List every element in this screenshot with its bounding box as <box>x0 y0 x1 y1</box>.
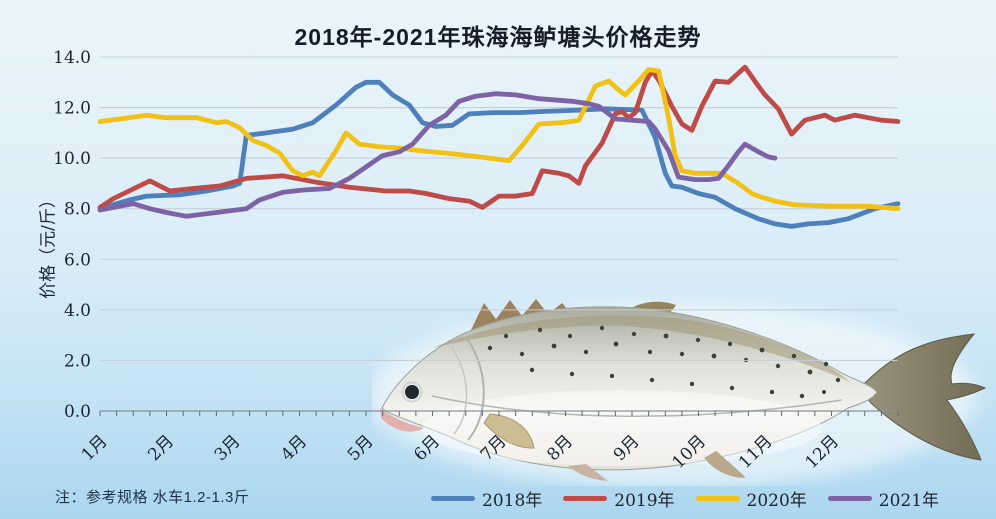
y-tick-label: 8.0 <box>64 200 91 220</box>
legend-item-2021年: 2021年 <box>827 486 940 511</box>
legend-item-2018年: 2018年 <box>431 486 542 511</box>
x-tick-label: 8月 <box>543 431 577 465</box>
series-line-2019年 <box>97 64 901 210</box>
y-tick-label: 14.0 <box>53 48 91 68</box>
x-tick-label: 10月 <box>669 431 710 472</box>
y-tick-label: 4.0 <box>64 301 91 321</box>
y-tick-label: 12.0 <box>53 99 91 119</box>
x-tick-label: 1月 <box>78 431 112 465</box>
y-tick-label: 6.0 <box>64 250 91 270</box>
legend-label: 2019年 <box>614 491 675 511</box>
series-line-2021年 <box>97 91 778 219</box>
spec-note: 注：参考规格 水车1.2-1.3斤 <box>55 489 250 506</box>
y-tick-label: 2.0 <box>64 351 91 371</box>
legend-label: 2021年 <box>878 491 940 511</box>
x-tick-label: 12月 <box>802 431 843 472</box>
x-tick-label: 3月 <box>211 431 245 465</box>
y-tick-label: 10.0 <box>53 149 91 169</box>
legend-swatch <box>563 496 608 501</box>
x-tick-label: 7月 <box>477 431 511 465</box>
x-tick-label: 9月 <box>610 431 644 465</box>
legend-swatch <box>431 496 475 501</box>
legend-item-2020年: 2020年 <box>695 486 807 511</box>
legend-swatch <box>695 496 740 501</box>
x-tick-label: 4月 <box>277 431 311 465</box>
legend-swatch <box>827 496 872 501</box>
x-tick-label: 5月 <box>344 431 378 465</box>
legend-label: 2018年 <box>482 491 543 511</box>
x-tick-label: 11月 <box>735 431 776 472</box>
x-tick-label: 2月 <box>144 431 178 465</box>
x-tick-label: 6月 <box>410 431 444 465</box>
legend-item-2019年: 2019年 <box>563 486 675 511</box>
chart-legend: 2018年 2019年 2020年 2021年 <box>431 486 939 511</box>
series-line-2018年 <box>97 79 901 229</box>
legend-label: 2020年 <box>746 491 807 511</box>
chart-title: 2018年-2021年珠海海鲈塘头价格走势 <box>294 24 702 50</box>
y-axis-title: 价格（元/斤） <box>38 191 59 299</box>
y-tick-label: 0.0 <box>64 402 91 422</box>
